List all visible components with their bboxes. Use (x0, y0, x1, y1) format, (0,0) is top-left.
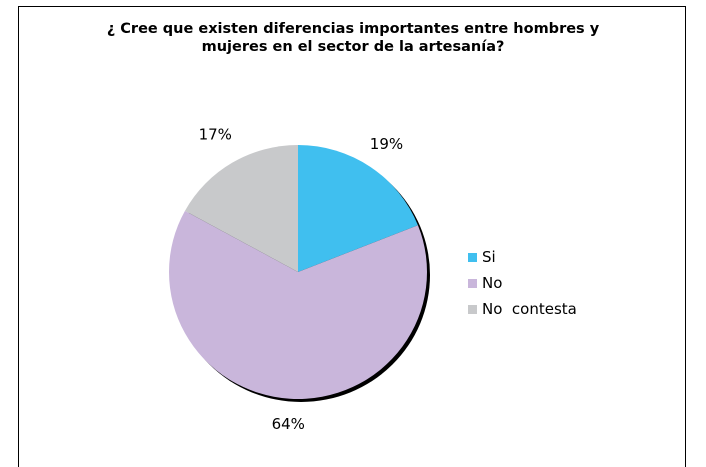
data-label-si: 19% (370, 135, 403, 153)
legend-item-si: Si (468, 244, 577, 270)
legend-item-no-contesta: No contesta (468, 296, 577, 322)
legend-swatch (468, 252, 477, 262)
pie-slice-si (298, 145, 418, 272)
legend-label: No contesta (482, 300, 577, 318)
legend-item-no: No (468, 270, 577, 296)
legend-label: No (482, 274, 503, 292)
legend-label: Si (482, 248, 496, 266)
legend-swatch (468, 304, 477, 314)
data-label-no: 64% (272, 415, 305, 433)
data-label-no-contesta: 17% (199, 125, 232, 143)
legend: Si No No contesta (468, 244, 577, 322)
chart-title: ¿ Cree que existen diferencias important… (106, 21, 600, 55)
pie-slice-no-contesta (184, 145, 298, 272)
pie-slice-no (169, 210, 427, 399)
legend-swatch (468, 278, 477, 288)
